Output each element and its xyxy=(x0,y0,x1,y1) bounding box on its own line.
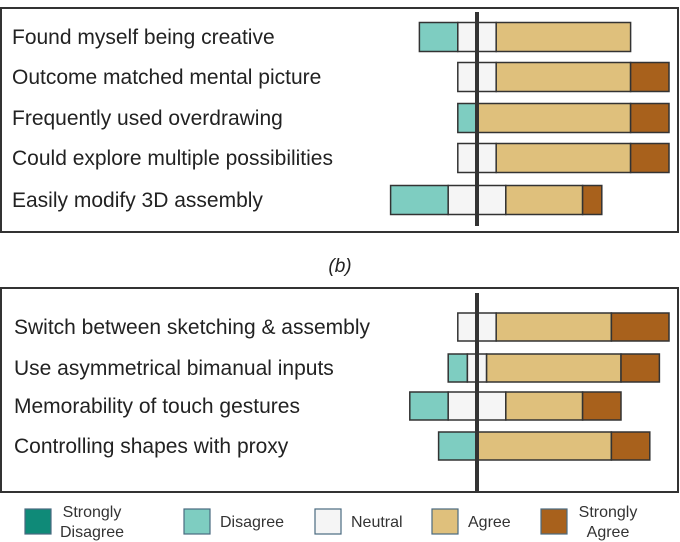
category-label: Frequently used overdrawing xyxy=(12,107,283,130)
bar-segment-strongly-agree xyxy=(620,353,661,383)
bar-segment-agree xyxy=(495,21,632,53)
legend-label: Strongly xyxy=(63,504,122,521)
legend-label: Disagree xyxy=(60,524,124,541)
legend-swatch xyxy=(24,508,52,535)
bar-segment-disagree xyxy=(389,184,449,216)
category-label: Controlling shapes with proxy xyxy=(14,435,289,458)
bar-segment-strongly-agree xyxy=(629,102,670,134)
category-label: Found myself being creative xyxy=(12,26,275,49)
legend-swatch xyxy=(540,508,568,535)
legend-swatch xyxy=(431,508,459,535)
bar-segment-strongly-agree xyxy=(629,142,670,174)
bar-segment-agree xyxy=(505,391,584,421)
category-label: Easily modify 3D assembly xyxy=(12,189,263,212)
bar-segment-agree xyxy=(476,102,632,134)
legend-label: Strongly xyxy=(579,504,638,521)
legend-label: Neutral xyxy=(351,514,403,531)
panel-top-frame xyxy=(0,7,679,233)
category-label: Switch between sketching & assembly xyxy=(14,316,371,339)
legend-swatch xyxy=(183,508,211,535)
category-label: Memorability of touch gestures xyxy=(14,395,300,418)
bar-segment-strongly-agree xyxy=(610,431,651,461)
category-label: Outcome matched mental picture xyxy=(12,66,321,89)
bar-segment-strongly-agree xyxy=(581,391,622,421)
bar-segment-disagree xyxy=(437,431,478,461)
legend-label: Agree xyxy=(587,524,630,541)
legend-label: Disagree xyxy=(220,514,284,531)
bar-segment-disagree xyxy=(409,391,449,421)
panel-bottom-frame xyxy=(0,287,679,493)
caption-b: (b) xyxy=(328,256,351,277)
bar-segment-agree xyxy=(495,61,632,93)
bar-segment-strongly-agree xyxy=(629,61,670,93)
legend-label: Agree xyxy=(468,514,511,531)
bar-segment-agree xyxy=(495,312,613,342)
bar-segment-strongly-agree xyxy=(610,312,670,342)
bar-segment-disagree xyxy=(418,21,459,53)
bar-segment-strongly-agree xyxy=(581,184,603,216)
category-label: Could explore multiple possibilities xyxy=(12,147,333,170)
bar-segment-disagree xyxy=(457,102,478,134)
bar-segment-agree xyxy=(485,353,622,383)
bar-segment-disagree xyxy=(447,353,469,383)
legend-swatch xyxy=(314,508,342,535)
category-label: Use asymmetrical bimanual inputs xyxy=(14,357,334,380)
bar-segment-agree xyxy=(495,142,632,174)
bar-segment-agree xyxy=(476,431,613,461)
bar-segment-agree xyxy=(505,184,584,216)
